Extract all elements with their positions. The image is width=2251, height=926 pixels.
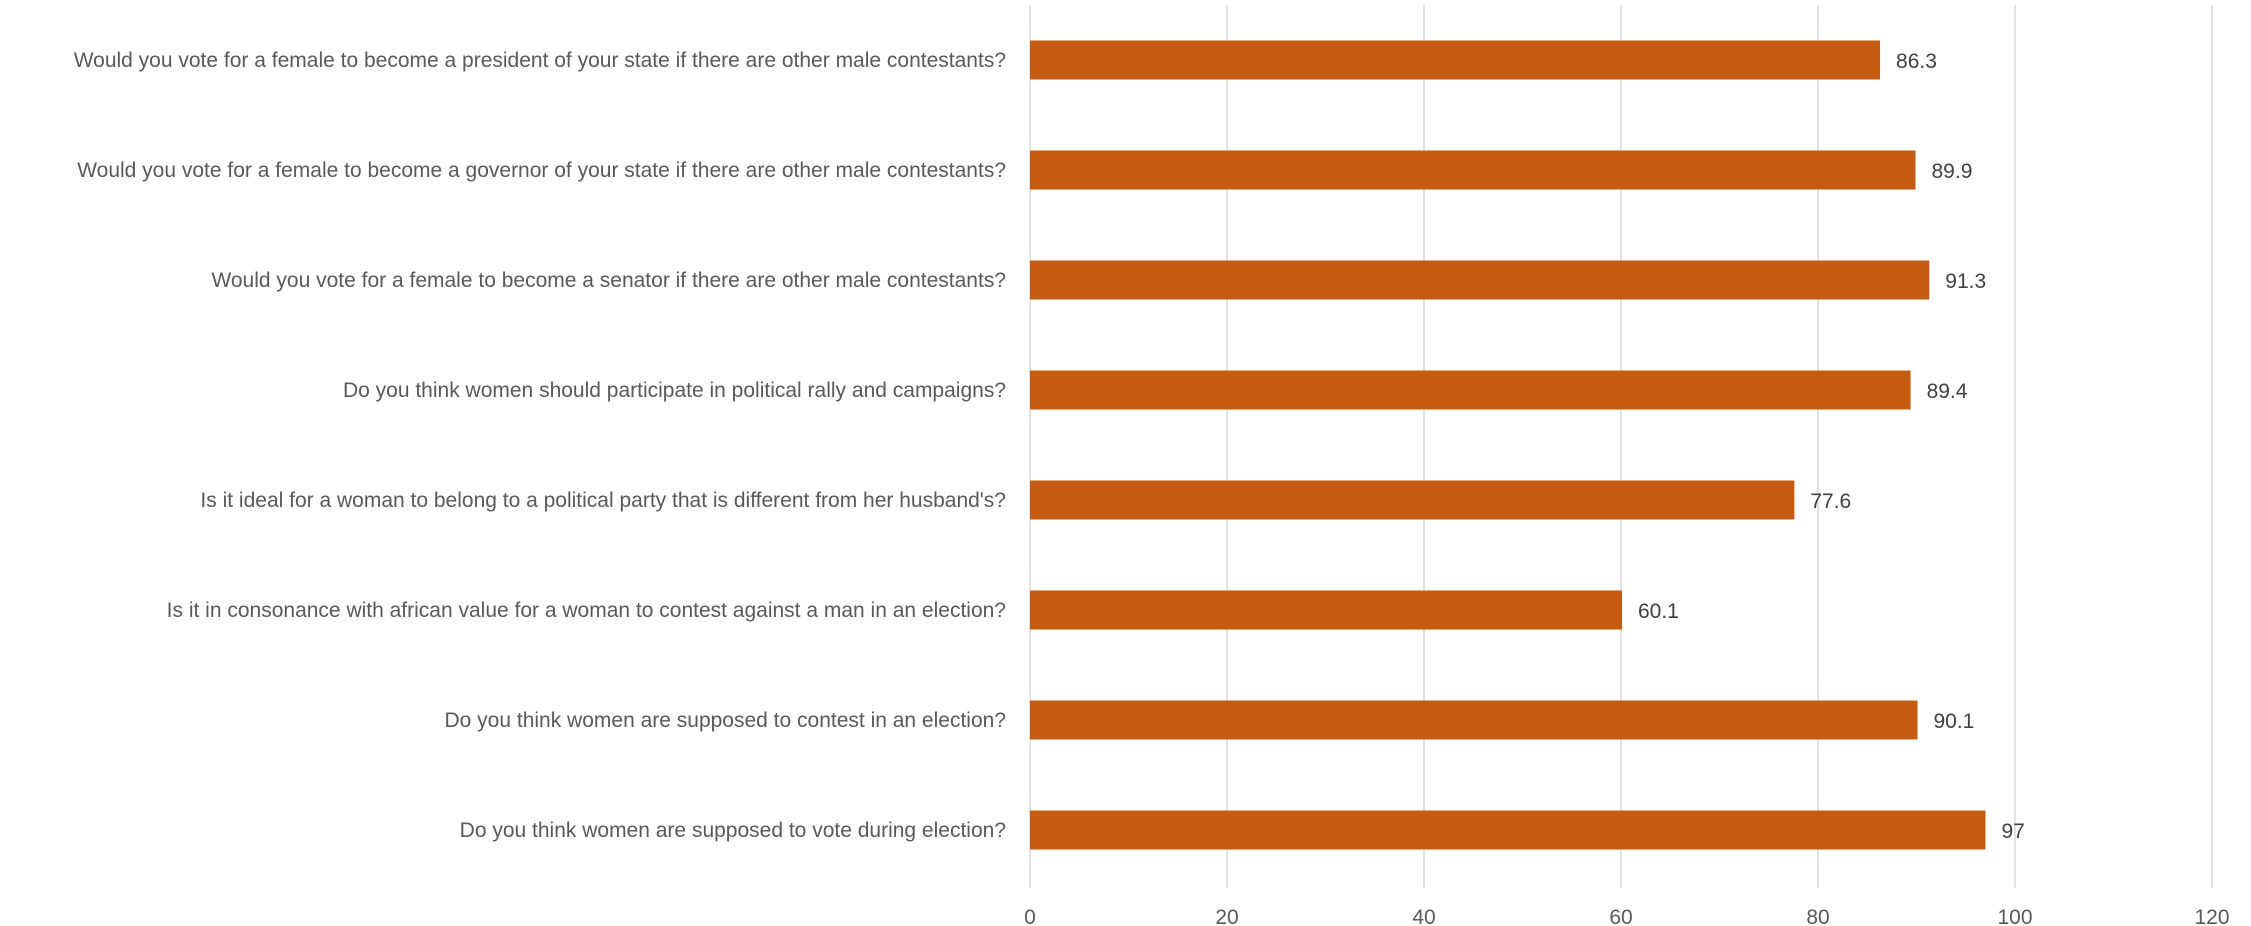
bar [1030, 40, 1881, 80]
bar [1030, 150, 1916, 190]
bar [1030, 810, 1986, 850]
x-tick-label: 100 [1997, 906, 2032, 926]
category-label: Would you vote for a female to become a … [74, 49, 1006, 72]
data-label: 91.3 [1945, 270, 1986, 293]
x-tick-label: 0 [1024, 906, 1036, 926]
category-label: Would you vote for a female to become a … [77, 159, 1006, 182]
data-label: 60.1 [1638, 600, 1679, 623]
category-label: Do you think women should participate in… [343, 379, 1006, 402]
data-label: 90.1 [1933, 710, 1974, 733]
bar [1030, 590, 1622, 630]
gridlines [1029, 5, 2213, 888]
x-tick-label: 60 [1609, 906, 1632, 926]
category-label: Is it ideal for a woman to belong to a p… [200, 489, 1006, 512]
data-label: 97 [2001, 820, 2024, 843]
data-label: 89.4 [1927, 380, 1968, 403]
data-label: 77.6 [1810, 490, 1851, 513]
bars [1030, 40, 1986, 850]
value-labels: 86.3 89.9 91.3 89.4 77.6 60.1 90.1 97 [1638, 50, 2025, 843]
x-tick-label: 20 [1215, 906, 1238, 926]
bar [1030, 370, 1911, 410]
x-axis-tick-labels: 0 20 40 60 80 100 120 [1024, 906, 2229, 926]
x-tick-label: 120 [2194, 906, 2229, 926]
category-label: Do you think women are supposed to conte… [444, 709, 1006, 732]
category-label: Would you vote for a female to become a … [211, 269, 1006, 292]
data-label: 89.9 [1932, 160, 1973, 183]
data-label: 86.3 [1896, 50, 1937, 73]
x-tick-label: 40 [1412, 906, 1435, 926]
bar [1030, 700, 1918, 740]
category-label: Do you think women are supposed to vote … [460, 819, 1006, 842]
category-label: Is it in consonance with african value f… [167, 599, 1006, 622]
x-tick-label: 80 [1806, 906, 1829, 926]
category-labels: Would you vote for a female to become a … [74, 49, 1006, 842]
bar [1030, 260, 1930, 300]
bar [1030, 480, 1795, 520]
